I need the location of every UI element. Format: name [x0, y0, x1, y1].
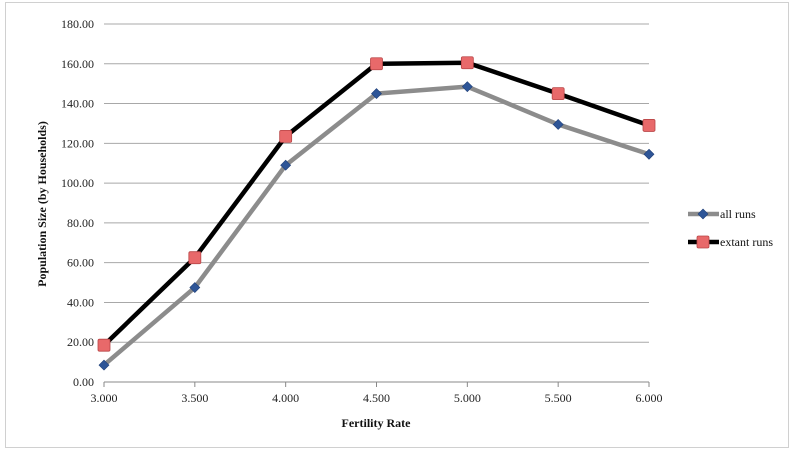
data-point-all-runs: [643, 148, 655, 160]
y-tick-label: 20.00: [67, 335, 94, 349]
data-point-all-runs: [280, 159, 292, 171]
data-point-all-runs: [98, 359, 110, 371]
y-axis-title: Population Size (by Households): [35, 121, 49, 287]
x-tick-label: 5.500: [545, 391, 572, 405]
series-line-all-runs: [102, 84, 650, 367]
data-point-all-runs: [552, 119, 564, 130]
x-tick-label: 6.000: [636, 391, 663, 405]
legend: all runs extant runs: [688, 207, 773, 249]
y-tick-label: 80.00: [67, 216, 94, 230]
y-tick-label: 100.00: [61, 176, 94, 190]
y-tick-label: 180.00: [61, 17, 94, 31]
legend-label: extant runs: [720, 235, 773, 249]
chart-frame: [5, 2, 789, 448]
legend-marker: [697, 208, 709, 220]
data-point-extant-runs: [97, 338, 111, 352]
gridlines: [104, 23, 649, 343]
x-tick-label: 3.000: [91, 391, 118, 405]
y-tick-label: 0.00: [73, 375, 94, 389]
data-point-extant-runs: [370, 57, 383, 71]
data-point-extant-runs: [551, 87, 565, 101]
x-tick-label: 4.000: [272, 391, 299, 405]
y-tick-label: 40.00: [67, 295, 94, 309]
y-tick-label: 140.00: [61, 97, 94, 111]
data-point-all-runs: [371, 88, 382, 100]
y-tick-label: 160.00: [61, 57, 94, 71]
x-tick-label: 3.500: [181, 391, 208, 405]
x-tick-label: 5.000: [454, 391, 481, 405]
y-tick-label: 120.00: [61, 136, 94, 150]
y-axis-ticks: 0.00 20.00 40.00 60.00 80.00 100.00 120.00 140.…: [61, 17, 94, 389]
data-point-extant-runs: [188, 251, 202, 265]
x-axis-title: Fertility Rate: [342, 416, 412, 430]
data-point-all-runs: [461, 81, 473, 93]
data-point-all-runs: [189, 282, 201, 293]
data-point-extant-runs: [460, 56, 474, 70]
series-lines: [97, 56, 656, 371]
data-point-extant-runs: [279, 129, 293, 143]
y-tick-label: 60.00: [67, 256, 94, 270]
legend-label: all runs: [720, 207, 756, 221]
data-point-extant-runs: [642, 119, 656, 132]
legend-marker: [696, 235, 710, 249]
x-tick-label: 4.500: [363, 391, 390, 405]
x-axis-ticks: 3.000 3.500 4.000 4.500 5.000 5.500 6.000: [91, 382, 663, 405]
